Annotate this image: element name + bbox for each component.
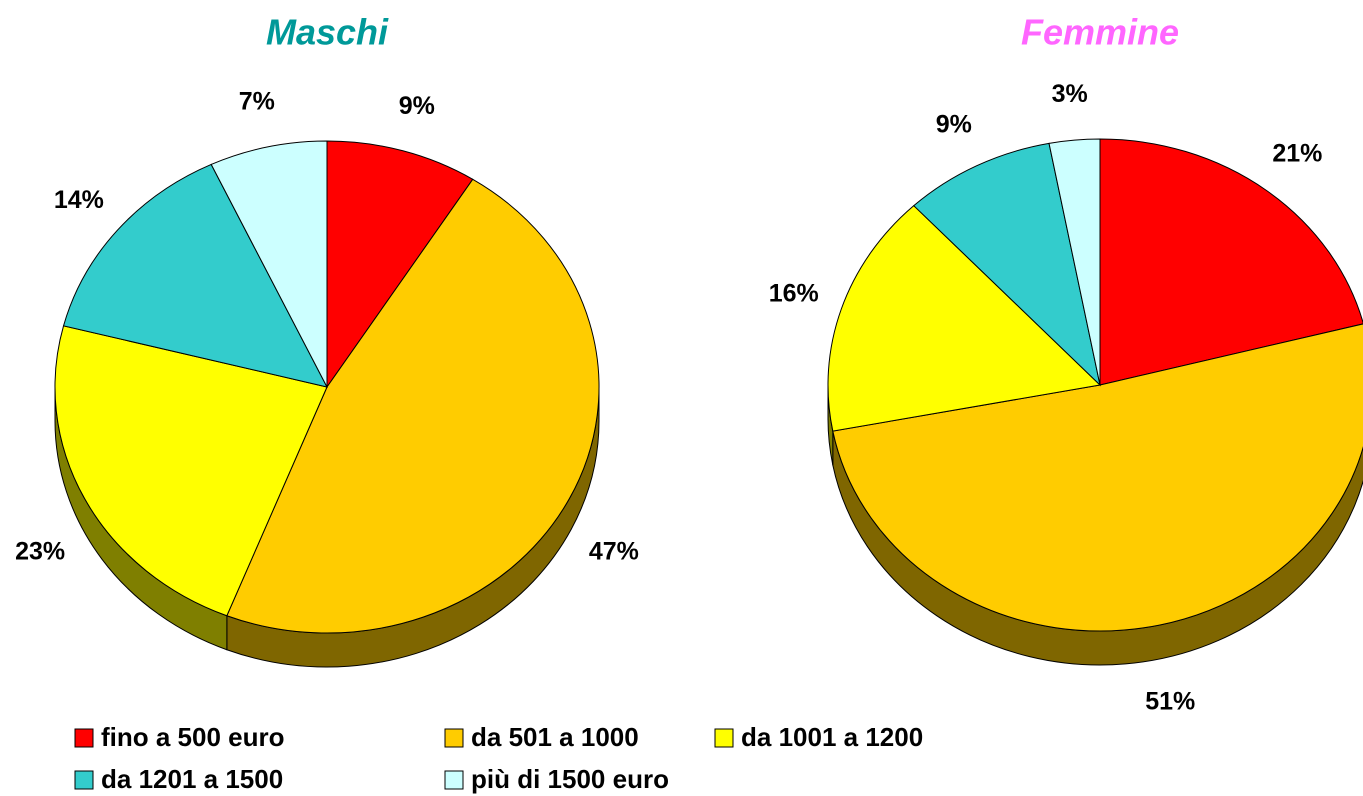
pie-slice [326,140,474,389]
data-label: 51% [1145,688,1195,716]
legend-swatch [74,770,94,790]
data-label: 9% [399,92,435,120]
data-label: 14% [54,186,104,214]
legend-swatch [74,728,94,748]
data-label: 3% [1052,80,1088,108]
legend-label: fino a 500 euro [101,722,285,752]
data-label: 23% [15,538,65,566]
pie-slice [226,178,600,634]
pie-slice [832,323,1363,632]
chart-title: Maschi [266,12,389,53]
legend-label: da 501 a 1000 [471,722,639,752]
legend-label: da 1001 a 1200 [741,722,923,752]
legend-swatch [444,770,464,790]
pie-slice [1048,138,1101,386]
pie-slice [827,204,1102,432]
legend-swatch [444,728,464,748]
data-label: 21% [1272,140,1322,168]
pie-slice [62,163,328,388]
data-label: 7% [239,88,275,116]
pie-slice [54,325,328,617]
data-label: 47% [589,538,639,566]
pie-slice [913,142,1101,387]
chart-title: Femmine [1021,12,1179,53]
pie-slice [1099,138,1363,386]
pie-slice [210,140,328,388]
data-label: 16% [769,280,819,308]
legend-label: da 1201 a 1500 [101,764,283,794]
data-label: 9% [936,110,972,138]
legend-swatch [714,728,734,748]
legend-label: più di 1500 euro [471,764,669,794]
